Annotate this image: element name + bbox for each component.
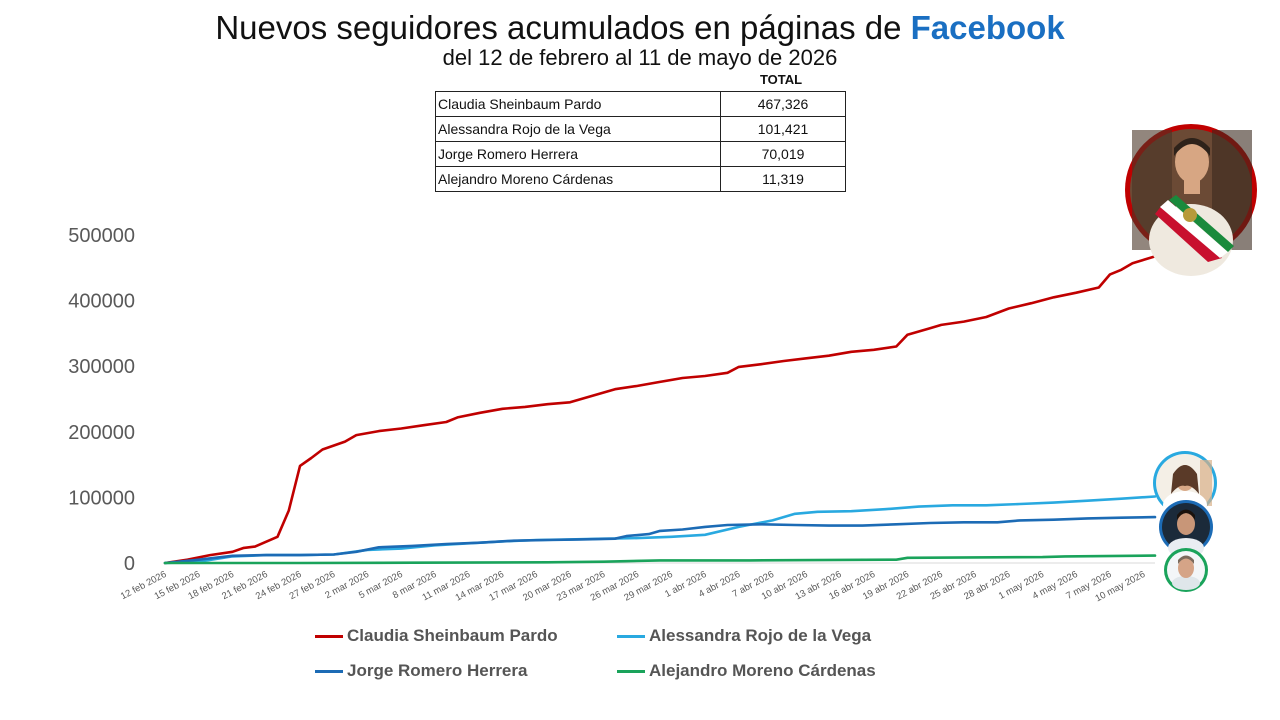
avatar-claudia-sheinbaum: [1125, 124, 1257, 276]
table-cell-total: 11,319: [720, 166, 846, 192]
legend-swatch: [315, 634, 343, 638]
chart-title-brand: Facebook: [910, 9, 1065, 46]
legend-label: Jorge Romero Herrera: [347, 661, 528, 680]
totals-table: Claudia Sheinbaum Pardo 467,326 Alessandr…: [435, 91, 846, 192]
chart-subtitle: del 12 de febrero al 11 de mayo de 2026: [442, 45, 838, 70]
y-tick-label: 0: [124, 553, 135, 575]
series-line-alejandro-moreno-cardenas: [163, 554, 1157, 565]
legend-item: Claudia Sheinbaum Pardo: [315, 626, 558, 646]
chart-title-prefix: Nuevos seguidores acumulados en páginas …: [215, 9, 911, 46]
table-cell-name: Alessandra Rojo de la Vega: [435, 116, 721, 142]
legend-swatch: [315, 669, 343, 673]
table-cell-name: Jorge Romero Herrera: [435, 141, 721, 167]
totals-header: TOTAL: [759, 72, 803, 87]
y-tick-label: 400000: [68, 291, 135, 313]
y-tick-label: 100000: [68, 487, 135, 509]
y-tick-label: 300000: [68, 356, 135, 378]
legend-item: Alejandro Moreno Cárdenas: [617, 661, 876, 681]
table-cell-total: 70,019: [720, 141, 846, 167]
legend-label: Alejandro Moreno Cárdenas: [649, 661, 876, 680]
legend-swatch: [617, 634, 645, 638]
series-line-jorge-romero-herrera: [163, 515, 1157, 565]
legend-label: Alessandra Rojo de la Vega: [649, 626, 872, 645]
y-axis-ticks: 0 100000 200000 300000 400000 500000: [68, 225, 135, 575]
series-line-claudia-sheinbaum-pardo: [163, 255, 1157, 565]
chart-title: Nuevos seguidores acumulados en páginas …: [0, 8, 1280, 48]
table-row: Alessandra Rojo de la Vega 101,421: [435, 116, 846, 142]
table-row: Jorge Romero Herrera 70,019: [435, 141, 846, 167]
avatar-alejandro-moreno: [1164, 548, 1208, 592]
legend-item: Alessandra Rojo de la Vega: [617, 626, 871, 646]
legend-item: Jorge Romero Herrera: [315, 661, 527, 681]
chart-legend: Claudia Sheinbaum Pardo Alessandra Rojo …: [315, 622, 975, 692]
legend-swatch: [617, 669, 645, 673]
table-cell-name: Alejandro Moreno Cárdenas: [435, 166, 721, 192]
y-tick-label: 200000: [68, 422, 135, 444]
table-row: Alejandro Moreno Cárdenas 11,319: [435, 166, 846, 192]
series-lines: [163, 255, 1157, 565]
legend-label: Claudia Sheinbaum Pardo: [347, 626, 558, 645]
candidate-avatars: [1125, 124, 1257, 592]
y-tick-label: 500000: [68, 225, 135, 247]
